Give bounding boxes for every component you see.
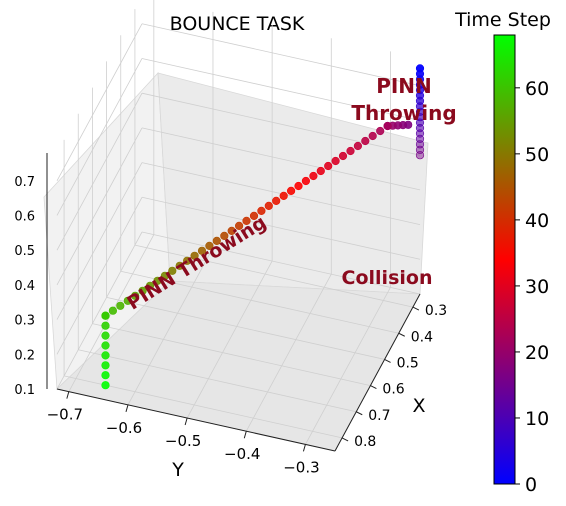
colorbar-ticks: 0 10 20 30 40 50 60 — [515, 78, 549, 496]
x-tick-label: 0.7 — [368, 408, 390, 424]
chart-title: BOUNCE TASK — [170, 13, 305, 35]
data-point — [287, 186, 296, 195]
axes: 0.3 0.4 0.5 0.6 0.7 0.8 −0.7 −0.6 −0.5 −0.4 −0.3 0.… — [14, 153, 447, 476]
x-tick-label: 0.6 — [382, 382, 404, 398]
y-axis-label: Y — [171, 459, 184, 481]
data-point — [197, 246, 207, 255]
colorbar-tick-label: 60 — [525, 78, 549, 100]
z-tick-label: 0.6 — [14, 209, 35, 224]
data-point — [190, 251, 199, 260]
data-point — [346, 146, 355, 156]
data-point — [101, 331, 110, 340]
data-point — [257, 206, 266, 215]
x-tick-label: 0.3 — [425, 303, 447, 319]
data-point — [205, 241, 214, 250]
colorbar-tick-label: 0 — [525, 474, 537, 496]
data-point — [131, 291, 140, 300]
data-point — [138, 286, 147, 295]
data-point — [101, 311, 110, 320]
data-point — [368, 131, 377, 141]
z-tick-label: 0.7 — [14, 175, 35, 190]
data-point — [242, 216, 251, 225]
colorbar-tick-label: 20 — [525, 342, 549, 364]
data-point — [227, 226, 236, 235]
z-tick-label: 0.4 — [14, 279, 35, 294]
annotation-pinn-top: PINN — [376, 74, 432, 98]
x-axis-label: X — [412, 395, 425, 417]
y-tick-label: −0.7 — [47, 406, 83, 424]
grid-lines — [56, 0, 421, 445]
data-point — [272, 196, 281, 205]
x-tick-label: 0.4 — [411, 329, 433, 345]
data-point — [160, 271, 169, 280]
data-point — [175, 261, 184, 270]
y-tick-label: −0.6 — [106, 419, 142, 437]
z-tick-label: 0.3 — [14, 314, 35, 329]
data-point — [101, 371, 110, 380]
z-tick-label: 0.2 — [14, 348, 35, 363]
data-point — [249, 211, 259, 220]
colorbar — [493, 34, 516, 485]
data-point — [301, 176, 311, 186]
data-point — [309, 171, 318, 181]
annotation-collision: Collision — [342, 267, 433, 289]
data-point — [108, 306, 117, 315]
y-tick-label: −0.5 — [165, 432, 201, 450]
colorbar-tick-label: 40 — [525, 210, 549, 232]
annotation-throwing-top: Throwing — [351, 101, 456, 125]
data-points — [101, 64, 425, 390]
data-point — [183, 256, 192, 265]
data-point — [338, 151, 348, 161]
data-point — [353, 141, 363, 151]
colorbar-tick-label: 50 — [525, 144, 549, 166]
data-point — [331, 156, 340, 166]
x-tick-label: 0.8 — [354, 434, 376, 450]
data-point — [101, 351, 110, 360]
data-point — [153, 276, 162, 285]
colorbar-tick-label: 10 — [525, 408, 549, 430]
data-point — [101, 381, 110, 390]
data-point — [415, 151, 425, 160]
data-point — [264, 201, 273, 210]
data-point — [101, 341, 110, 350]
data-point — [294, 181, 303, 191]
data-point — [279, 191, 288, 200]
data-point — [168, 266, 177, 275]
y-tick-label: −0.3 — [283, 458, 319, 476]
data-point — [123, 296, 132, 305]
data-point — [101, 321, 110, 330]
data-point — [212, 236, 221, 245]
z-tick-label: 0.5 — [14, 244, 35, 259]
y-tick-label: −0.4 — [224, 445, 260, 463]
colorbar-title: Time Step — [454, 9, 551, 31]
colorbar-tick-label: 30 — [525, 276, 549, 298]
data-point — [361, 136, 370, 146]
data-point — [145, 281, 155, 290]
data-point — [324, 161, 333, 171]
data-point — [116, 301, 125, 310]
data-point — [316, 166, 325, 176]
data-point — [376, 126, 385, 136]
x-tick-label: 0.5 — [397, 355, 419, 371]
data-point — [235, 221, 244, 230]
z-tick-label: 0.1 — [14, 383, 35, 398]
data-point — [101, 361, 110, 370]
data-point — [383, 121, 392, 131]
data-point — [220, 231, 229, 240]
